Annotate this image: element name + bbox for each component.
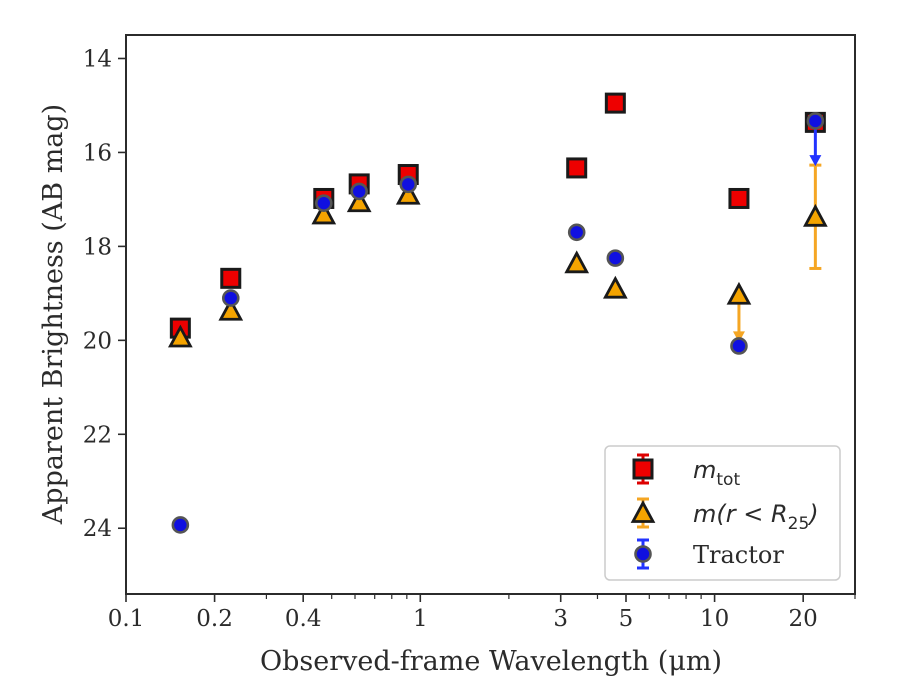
x-tick-label: 0.1 [108,606,145,632]
data-point-circle [221,289,240,307]
upper-limit-arrow-head [732,331,745,343]
legend-marker-triangle [630,500,656,523]
data-point-triangle [726,281,752,305]
series-2 [171,112,825,534]
y-tick-label: 14 [83,46,112,72]
data-point-circle [606,249,625,267]
data-point-triangle [564,250,590,274]
y-tick-label: 18 [83,234,112,260]
legend-box [604,445,841,581]
data-point-circle [730,337,748,355]
x-tick-label: 0.2 [196,606,233,632]
data-point-triangle [311,201,337,225]
data-point-triangle [218,297,244,321]
data-point-square [566,157,588,179]
y-tick-label: 16 [83,140,112,166]
x-tick-label: 3 [553,606,568,632]
data-point-triangle [168,324,193,348]
data-point-triangle [602,275,628,299]
upper-limit-arrow-head [809,155,822,167]
x-tick-label: 10 [700,606,729,632]
plot-frame [125,34,856,595]
data-point-circle [314,194,333,212]
y-tick-label: 20 [83,328,112,354]
data-point-triangle [395,181,421,205]
legend-markers [630,453,656,570]
legend-label-tractor: Tractor [693,541,784,569]
tick-layer: 0.1 0.2 0.4 1 3 5 10 20 14 16 18 20 22 24 [83,46,856,632]
y-axis-label: Apparent Brightness (AB mag) [38,104,69,525]
legend-marker-square [632,458,654,480]
plot-layer [168,92,828,534]
data-point-circle [567,223,586,242]
legend-marker-circle [634,545,652,563]
x-axis-label: Observed-frame Wavelength (μm) [260,646,722,677]
y-tick-label: 22 [83,422,112,448]
data-point-circle [399,175,418,194]
data-point-square [604,92,626,114]
x-tick-label: 20 [789,606,818,632]
x-tick-label: 0.4 [285,606,322,632]
data-point-circle [806,112,825,130]
data-point-triangle [803,203,828,227]
series-0 [169,92,826,339]
data-point-triangle [346,189,372,213]
data-point-square [220,267,242,289]
y-tick-label: 24 [83,516,112,542]
legend: mtot m(r < R25) Tractor [604,445,841,581]
data-point-circle [350,182,368,201]
x-tick-label: 1 [413,606,428,632]
series-1 [168,163,828,348]
data-point-square [728,187,750,209]
data-point-circle [171,516,190,534]
x-tick-label: 5 [619,606,634,632]
